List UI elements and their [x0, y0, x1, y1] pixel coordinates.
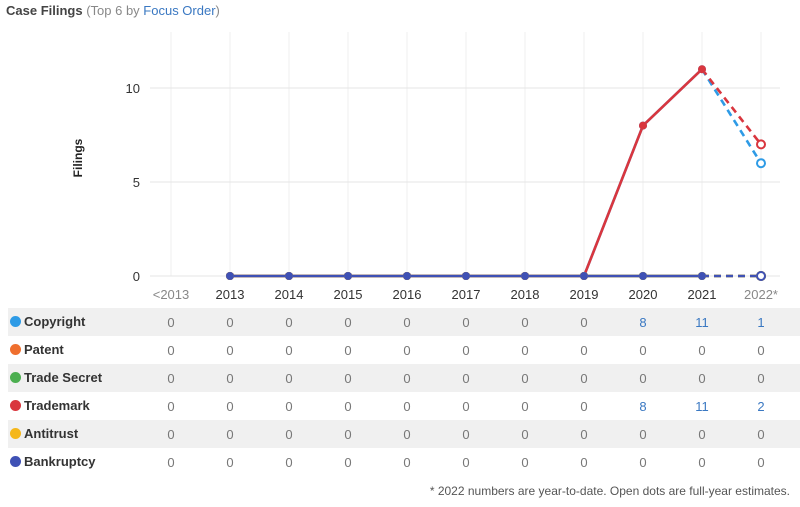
table-cell[interactable]: 1	[757, 315, 765, 330]
data-point[interactable]	[285, 272, 293, 280]
x-tick-label: 2014	[275, 287, 304, 302]
table-cell[interactable]: 11	[695, 399, 709, 414]
y-tick-label: 0	[133, 269, 140, 284]
data-point[interactable]	[698, 272, 706, 280]
series-name: Trade Secret	[24, 370, 103, 385]
estimate-point[interactable]	[756, 139, 766, 150]
x-tick-label: 2016	[393, 287, 422, 302]
footnote: * 2022 numbers are year-to-date. Open do…	[429, 484, 790, 498]
series-color-dot	[10, 344, 21, 355]
series-legend-label[interactable]: Patent	[10, 342, 64, 357]
x-tick-label: 2018	[511, 287, 540, 302]
x-tick-label: 2017	[452, 287, 481, 302]
data-point[interactable]	[639, 121, 647, 130]
focus-order-link[interactable]: Focus Order	[143, 3, 216, 18]
data-point[interactable]	[462, 272, 470, 280]
x-tick-label: 2019	[570, 287, 599, 302]
series-color-dot	[10, 428, 21, 439]
series-color-dot	[10, 316, 21, 327]
chart-header: Case Filings (Top 6 by Focus Order)	[6, 3, 220, 18]
series-name: Copyright	[24, 314, 86, 329]
table-cell[interactable]: 8	[639, 399, 647, 414]
x-tick-label: 2020	[629, 287, 658, 302]
series-name: Patent	[24, 342, 64, 357]
table-cell[interactable]: 8	[639, 315, 647, 330]
y-tick-label: 10	[126, 81, 140, 96]
data-point[interactable]	[521, 272, 529, 280]
y-axis-title: Filings	[71, 138, 85, 177]
series-legend-label[interactable]: Bankruptcy	[10, 454, 96, 469]
y-tick-label: 5	[133, 175, 140, 190]
series-color-dot	[10, 372, 21, 383]
x-tick-label: 2013	[216, 287, 245, 302]
x-tick-label: <2013	[153, 287, 190, 302]
data-point[interactable]	[344, 272, 352, 280]
chart-subtitle-prefix: (Top 6 by	[86, 3, 144, 18]
y-axis: 0 5 10	[126, 81, 140, 284]
series-name: Antitrust	[24, 426, 79, 441]
table-cell[interactable]: 2	[757, 399, 765, 414]
data-point[interactable]	[403, 272, 411, 280]
series-name: Trademark	[24, 398, 90, 413]
series-legend-label[interactable]: Trademark	[10, 398, 90, 413]
series-color-dot	[10, 456, 21, 467]
x-axis: <2013 2013 2014 2015 2016 2017 2018 2019 2020 202…	[153, 287, 778, 302]
data-point[interactable]	[639, 272, 647, 280]
x-tick-label: 2021	[688, 287, 717, 302]
series-estimate-line	[700, 68, 763, 164]
series-lines	[230, 68, 763, 278]
x-tick-label: 2022*	[744, 287, 778, 302]
series-points	[226, 65, 766, 281]
series-legend-label[interactable]: Trade Secret	[10, 370, 102, 385]
series-legend-label[interactable]: Antitrust	[10, 426, 78, 441]
table-cell[interactable]: 11	[695, 315, 709, 330]
chart-title: Case Filings	[6, 3, 83, 18]
series-legend-label[interactable]: Copyright	[10, 314, 85, 329]
chart-subtitle-suffix: )	[215, 3, 220, 18]
x-tick-label: 2015	[334, 287, 363, 302]
data-point[interactable]	[580, 272, 588, 280]
series-estimate-line	[700, 68, 763, 146]
series-color-dot	[10, 400, 21, 411]
series-name: Bankruptcy	[24, 454, 96, 469]
data-point[interactable]	[226, 272, 234, 280]
estimate-point[interactable]	[756, 158, 766, 169]
data-point[interactable]	[698, 65, 706, 74]
estimate-point[interactable]	[756, 271, 766, 281]
chart-grid	[150, 32, 780, 277]
